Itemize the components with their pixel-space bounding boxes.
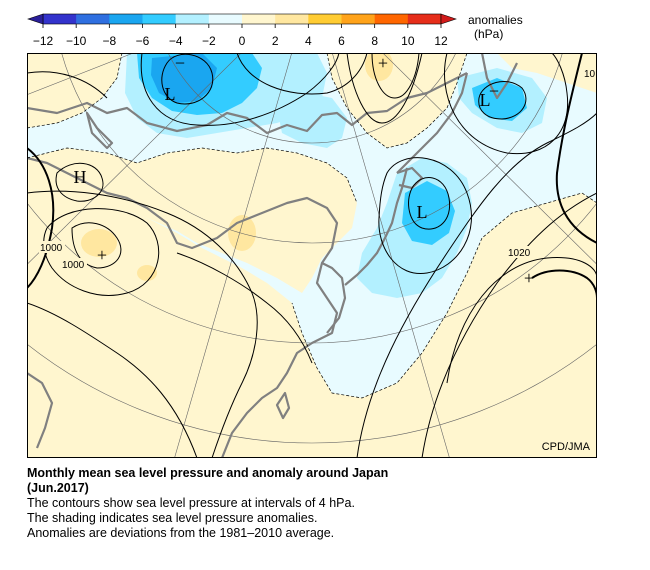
colorbar-ticks [42, 24, 442, 28]
low-label-3: L [417, 202, 428, 222]
colorbar-bin [308, 14, 342, 24]
low-label-1: L [165, 84, 176, 104]
colorbar-bin [341, 14, 375, 24]
contour-low-ne-outer [444, 53, 569, 155]
colorbar-bin [208, 14, 243, 24]
contour-north-1 [236, 53, 368, 95]
contour-low-nw-inner [161, 53, 214, 105]
contour-value-labels: 1000 1000 1020 10 [39, 67, 597, 271]
legend-title: anomalies (hPa) [468, 13, 523, 41]
coast-china [27, 156, 339, 458]
colorbar-bin [76, 14, 110, 24]
map-credit: CPD/JMA [542, 441, 591, 453]
colorbar-bins [42, 13, 442, 25]
colorbar-bin [275, 14, 309, 24]
coastlines [27, 53, 518, 458]
contour-label-1000-b: 1000 [62, 260, 85, 271]
anomaly-negative-mid-n [277, 93, 347, 148]
colorbar-bin [242, 14, 276, 24]
minus-label-1: − [175, 53, 185, 73]
map-frame [27, 53, 597, 458]
colorbar-tick-label: −4 [168, 34, 183, 48]
colorbar-bin [142, 14, 176, 24]
caption-line-1: The contours show sea level pressure at … [27, 496, 355, 510]
contour-north-2 [346, 53, 423, 124]
plus-label-1: + [378, 53, 388, 73]
colorbar-tick-label: −6 [135, 34, 150, 48]
pressure-anomaly-map: L − L − L H + + + 1000 1000 1020 10 CPD/… [27, 53, 597, 458]
coast-hokkaido [396, 166, 424, 190]
caption-line-3: Anomalies are deviations from the 1981–2… [27, 526, 335, 540]
colorbar-tick-label: 10 [401, 34, 415, 48]
anomaly-positive-patch-4 [137, 265, 157, 281]
colorbar-tick-label: 6 [338, 34, 345, 48]
colorbar-tick-label: 0 [238, 34, 246, 48]
contour-center-1008 [176, 252, 313, 364]
contour-1008-west [27, 302, 198, 458]
contour-1020-high [446, 257, 597, 384]
contour-high-west [55, 162, 104, 202]
anomaly-negative-strong-ne [472, 78, 527, 121]
contour-low-japan-inner [408, 177, 451, 230]
anomaly-positive-continent [27, 148, 357, 293]
anomaly-negative-strong-low [151, 53, 217, 103]
colorbar-bin [109, 14, 143, 24]
contour-1016-east [421, 192, 597, 458]
colorbar-bin [175, 14, 210, 24]
coast-kamchatka [480, 53, 518, 100]
colorbar-bin [43, 14, 77, 24]
anomaly-positive-northeast [497, 53, 597, 93]
contour-1004-west [27, 190, 258, 458]
caption-title: Monthly mean sea level pressure and anom… [27, 466, 389, 480]
colorbar-tick-label: −12 [32, 34, 54, 48]
contour-low-ne-inner [478, 80, 527, 120]
contour-1000-a [71, 222, 122, 269]
anomaly-negative-strong-east [402, 181, 455, 245]
legend-title-text: anomalies [468, 13, 523, 27]
anomaly-positive-patch-3 [81, 229, 117, 257]
plus-label-2: + [97, 245, 107, 265]
legend-unit: (hPa) [474, 27, 504, 41]
contour-west-bold [27, 147, 55, 289]
colorbar-tick-label: 8 [371, 34, 378, 48]
anomaly-positive-north [327, 53, 467, 148]
coast-taiwan [275, 391, 291, 420]
contour-label-1020: 1020 [508, 248, 531, 259]
colorbar-bin [407, 14, 442, 24]
coast-japan [344, 167, 409, 286]
colorbar-tick-label: −2 [201, 34, 216, 48]
colorbar-tick-label: −10 [65, 34, 87, 48]
coast-sea-islands [27, 372, 54, 449]
contour-1000-b [43, 208, 160, 296]
colorbar-tick-label: 12 [434, 34, 448, 48]
anomaly-colorbar [27, 13, 457, 28]
colorbar-right-arrow [440, 13, 457, 25]
contour-north-3 [371, 53, 420, 99]
contour-low-nw-outer [140, 53, 340, 126]
low-label-2: L [480, 90, 491, 110]
contour-ne-bold [555, 53, 597, 244]
contour-1004-north [27, 71, 108, 99]
plus-label-3: + [524, 268, 534, 288]
coast-okhotsk [396, 72, 469, 174]
high-label-1: H [74, 167, 87, 187]
coast-korea [321, 262, 347, 334]
colorbar-left-arrow [27, 13, 44, 25]
colorbar-tick-label: 2 [271, 34, 279, 48]
pressure-contours [27, 53, 597, 458]
figure-caption: Monthly mean sea level pressure and anom… [27, 466, 627, 541]
colorbar-tick-label: −8 [102, 34, 117, 48]
colorbar-tick-label: 4 [304, 34, 312, 48]
zero-anomaly-lines [27, 53, 597, 399]
contour-low-japan-outer [378, 157, 472, 274]
minus-label-2: − [489, 81, 499, 101]
coast-siberia [27, 72, 468, 135]
coast-lake-baikal [85, 111, 114, 150]
caption-subtitle: (Jun.2017) [27, 481, 89, 495]
contour-label-1000-a: 1000 [40, 243, 63, 254]
caption-line-2: The shading indicates sea level pressure… [27, 511, 318, 525]
contour-label-10: 10 [584, 69, 596, 80]
colorbar-bin [374, 14, 409, 24]
